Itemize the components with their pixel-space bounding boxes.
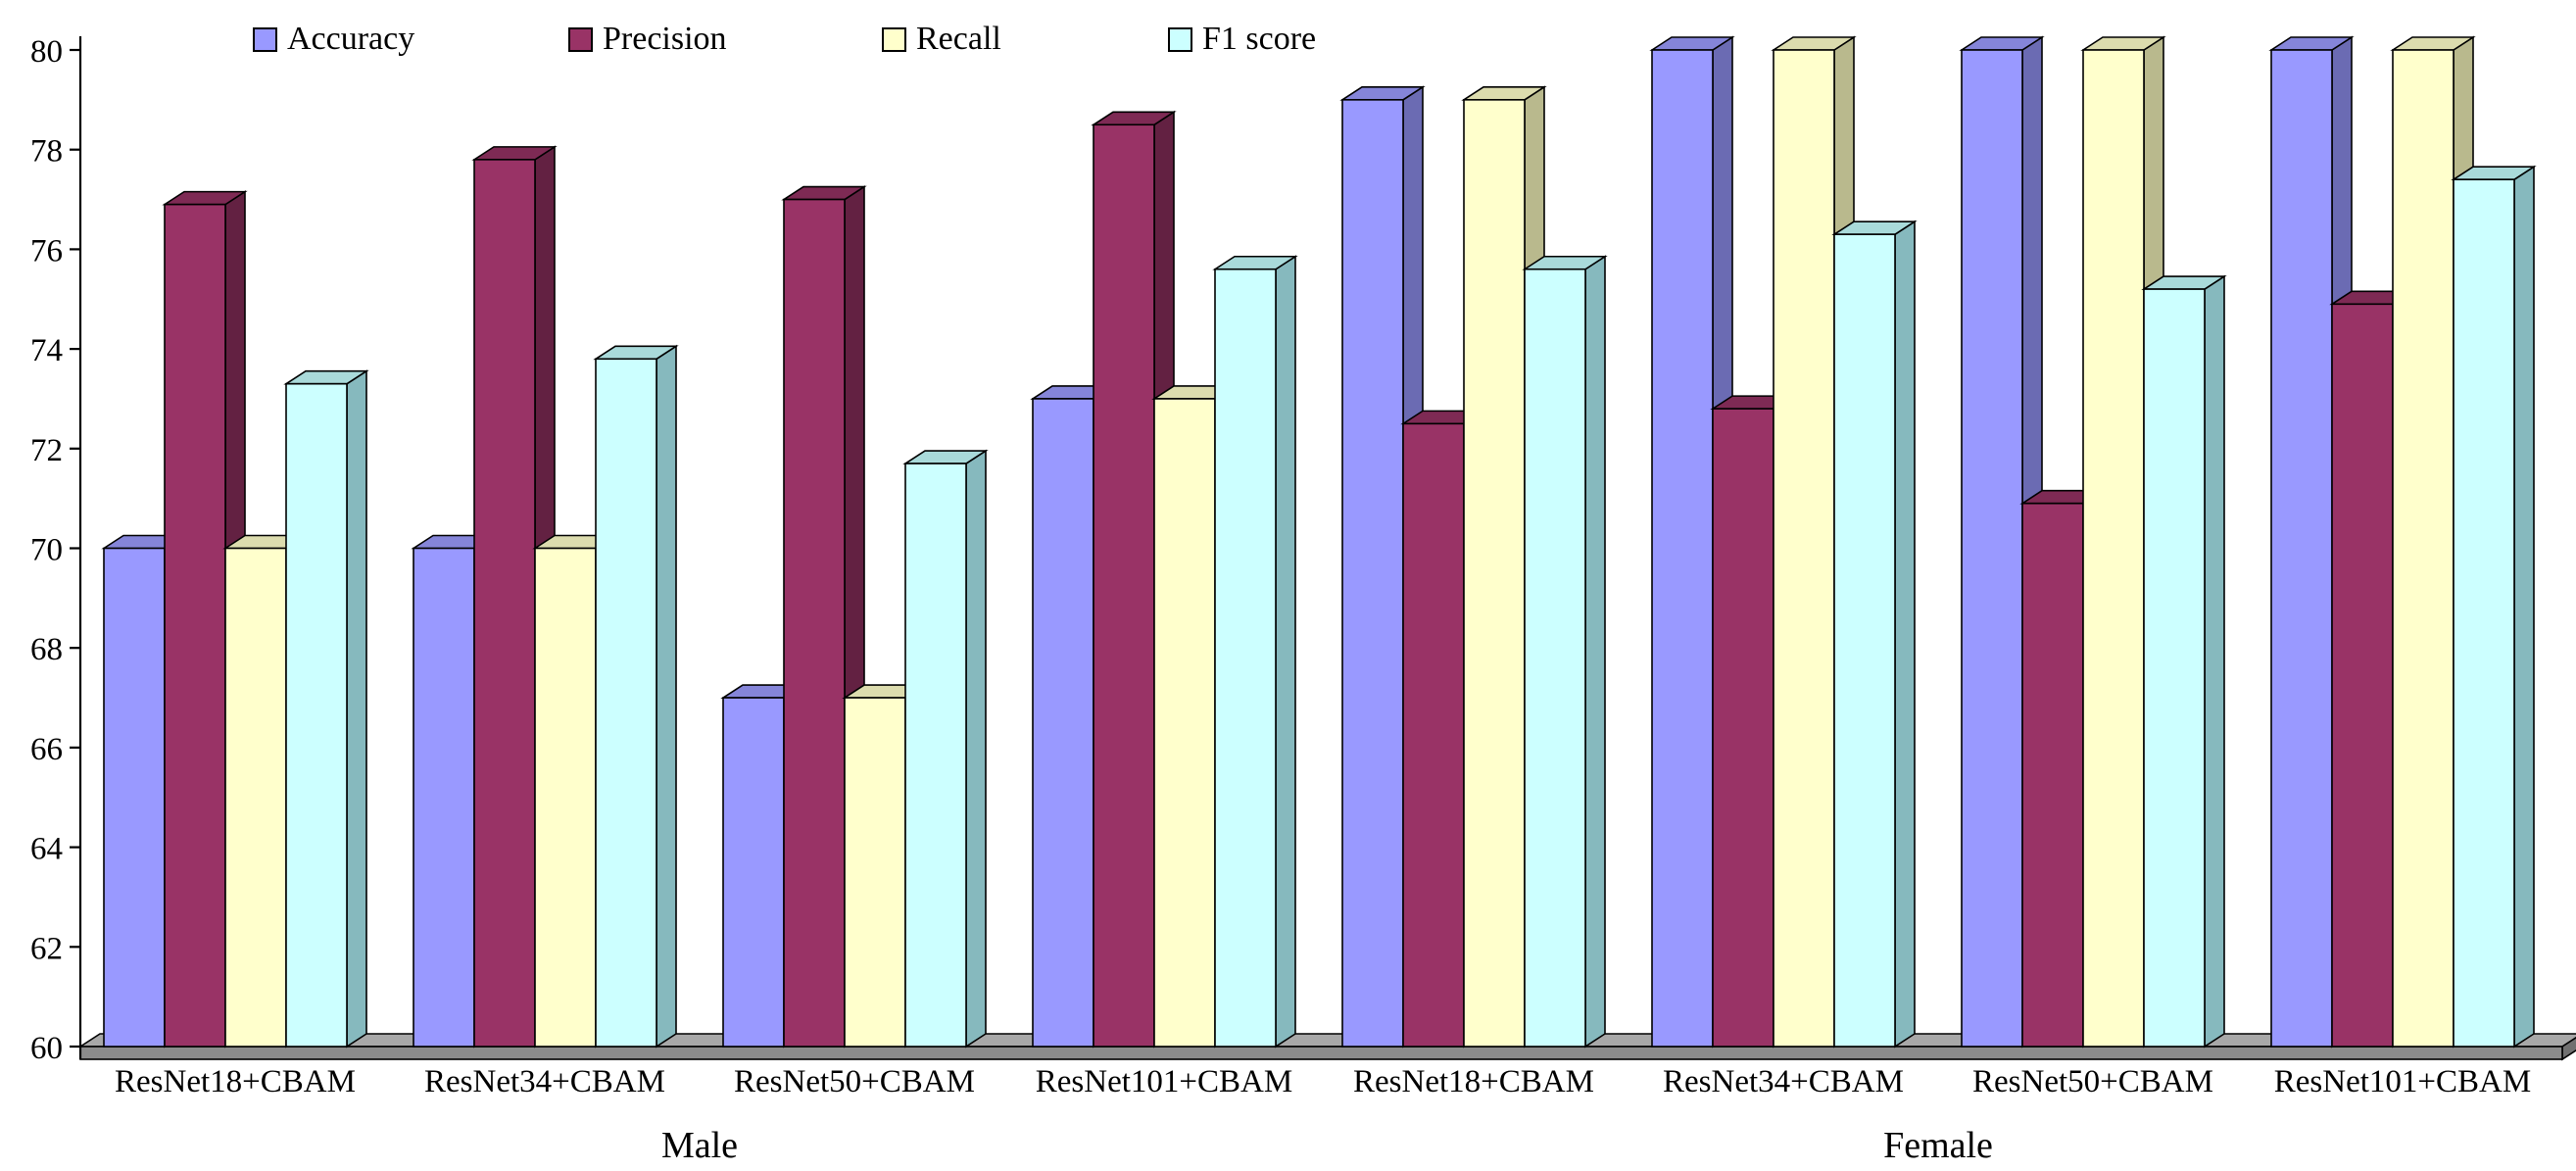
bar-front-face <box>1341 99 1404 1048</box>
x-group-label: Female <box>1883 1125 1993 1166</box>
bar-front-face <box>103 547 166 1048</box>
bar-front-face <box>2331 303 2394 1048</box>
bar-side-face <box>1584 255 1606 1049</box>
bar-f1-score-female-resnet50-cbam <box>2141 274 2227 1049</box>
bar-front-face <box>1463 99 1526 1048</box>
bar-front-face <box>1032 398 1094 1048</box>
y-axis: 60 62 64 66 68 70 72 74 76 78 80 <box>30 34 82 1066</box>
bar-side-face <box>656 344 677 1049</box>
bar-front-face <box>2453 178 2515 1048</box>
bars <box>101 35 2537 1049</box>
x-category-label: ResNet18+CBAM <box>115 1064 356 1099</box>
y-tick-label: 70 <box>30 533 63 568</box>
bar-f1-score-female-resnet18-cbam <box>1522 255 1608 1049</box>
bar-front-face <box>2082 49 2145 1048</box>
bar-front-face <box>844 697 906 1048</box>
bar-front-face <box>783 198 846 1048</box>
bar-front-face <box>2021 502 2084 1048</box>
bar-front-face <box>595 358 657 1048</box>
x-category-label: ResNet18+CBAM <box>1353 1064 1594 1099</box>
y-tick-label: 62 <box>30 931 63 966</box>
bar-front-face <box>1651 49 1714 1048</box>
bar-front-face <box>1833 233 1896 1048</box>
x-category-label: ResNet34+CBAM <box>1663 1064 1904 1099</box>
y-tick-label: 60 <box>30 1031 63 1066</box>
y-tick-label: 72 <box>30 433 63 468</box>
bar-f1-score-female-resnet34-cbam <box>1831 220 1918 1049</box>
bar-front-face <box>413 547 475 1048</box>
bar-side-face <box>346 369 367 1049</box>
bar-side-face <box>2513 165 2535 1049</box>
y-tick-label: 66 <box>30 732 63 767</box>
bar-f1-score-male-resnet18-cbam <box>283 369 369 1049</box>
bar-front-face <box>1961 49 2023 1048</box>
bar-side-face <box>965 449 987 1049</box>
y-tick-label: 80 <box>30 34 63 70</box>
x-category-label: ResNet50+CBAM <box>1972 1064 2213 1099</box>
y-tick-label: 78 <box>30 134 63 170</box>
bar-f1-score-female-resnet101-cbam <box>2451 165 2537 1049</box>
bar-front-face <box>1773 49 1835 1048</box>
bar-front-face <box>473 159 536 1048</box>
bar-front-face <box>2270 49 2333 1048</box>
bar-side-face <box>1275 255 1296 1049</box>
x-category-label: ResNet50+CBAM <box>734 1064 975 1099</box>
bar-front-face <box>534 547 597 1048</box>
floor-front-face <box>79 1046 2563 1060</box>
bar-front-face <box>2392 49 2454 1048</box>
bar-accuracy-female-resnet50-cbam <box>1959 35 2045 1049</box>
bar-front-face <box>2143 288 2206 1048</box>
y-tick-label: 76 <box>30 233 63 268</box>
bar-front-face <box>285 382 348 1048</box>
bar-front-face <box>722 697 785 1048</box>
bar-f1-score-male-resnet101-cbam <box>1212 255 1298 1049</box>
bar-side-face <box>1894 220 1916 1049</box>
bar-front-face <box>224 547 287 1048</box>
x-category-label: ResNet101+CBAM <box>1036 1064 1292 1099</box>
x-category-label: ResNet101+CBAM <box>2274 1064 2531 1099</box>
bar-front-face <box>1402 422 1465 1048</box>
bar-front-face <box>1712 408 1774 1048</box>
y-tick-label: 64 <box>30 832 63 867</box>
y-tick-label: 74 <box>30 333 63 368</box>
bar-front-face <box>1153 398 1216 1048</box>
bar-front-face <box>904 463 967 1048</box>
bar-front-face <box>1214 268 1277 1048</box>
bar-front-face <box>1524 268 1586 1048</box>
bar-f1-score-male-resnet34-cbam <box>593 344 679 1049</box>
y-tick-label: 68 <box>30 632 63 667</box>
bar-front-face <box>164 203 226 1048</box>
bar-f1-score-male-resnet50-cbam <box>902 449 989 1049</box>
x-category-label: ResNet34+CBAM <box>424 1064 665 1099</box>
bar-front-face <box>1093 123 1155 1048</box>
bar-side-face <box>2204 274 2225 1049</box>
x-group-label: Male <box>661 1125 738 1166</box>
